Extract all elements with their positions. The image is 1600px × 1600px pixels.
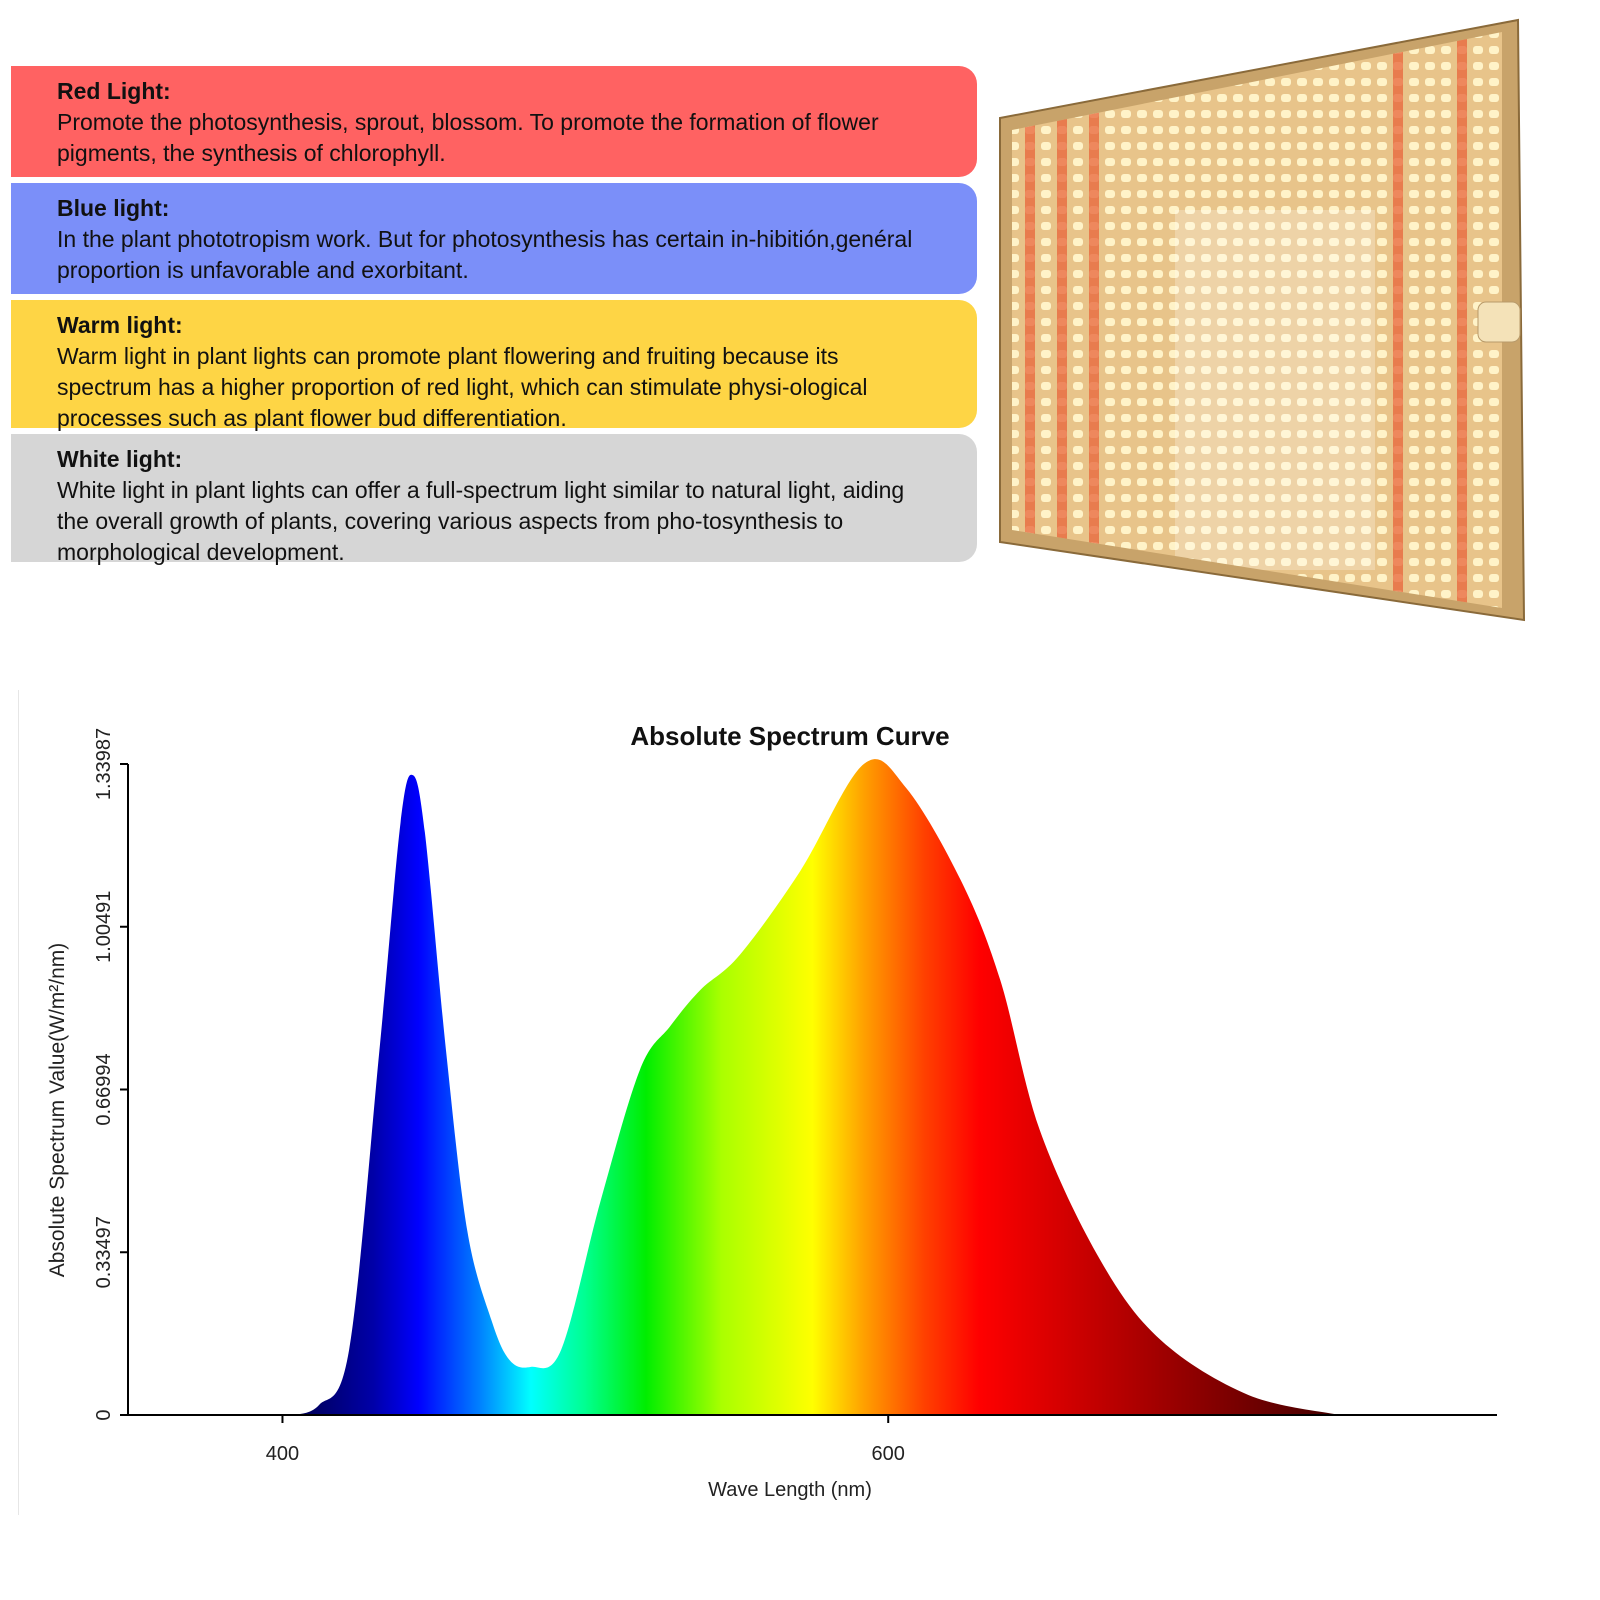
red-light-card: Red Light: Promote the photosynthesis, s… [11,66,977,177]
led-grow-light-panel-image [999,18,1526,622]
red-led-column [1457,32,1467,608]
red-led-column [1057,32,1067,608]
red-led-column [1089,32,1099,608]
blue-light-card: Blue light: In the plant phototropism wo… [11,183,977,294]
x-tick-label: 600 [872,1443,905,1465]
y-tick-label: 0 [93,1409,115,1420]
chart-title: Absolute Spectrum Curve [630,721,949,751]
divider-line [18,690,19,1515]
y-tick-label: 1.00491 [93,891,115,963]
y-tick-label: 0.66994 [93,1053,115,1125]
warm-light-card: Warm light: Warm light in plant lights c… [11,300,977,431]
spectrum-chart: Absolute Spectrum Curve 0 0.33497 0.66994 1… [46,721,1497,1501]
y-tick-label: 1.33987 [93,728,115,800]
x-axis-label: Wave Length (nm) [708,1479,872,1501]
card-title: Warm light: [57,312,183,338]
x-tick-label: 400 [266,1443,299,1465]
card-text: White light in plant lights can offer a … [57,477,905,565]
card-text: In the plant phototropism work. But for … [57,226,913,283]
red-led-column [1393,32,1403,608]
red-led-column [1025,32,1035,608]
card-text: Promote the photosynthesis, sprout, blos… [57,109,879,166]
spectrum-area [294,759,1340,1415]
card-title: Blue light: [57,195,170,221]
y-axis-label: Absolute Spectrum Value(W/m²/nm) [46,943,69,1278]
card-title: Red Light: [57,78,171,104]
white-light-card: White light: White light in plant lights… [11,434,977,565]
card-text: Warm light in plant lights can promote p… [57,343,868,431]
card-title: White light: [57,446,183,472]
y-tick-label: 0.33497 [93,1216,115,1288]
